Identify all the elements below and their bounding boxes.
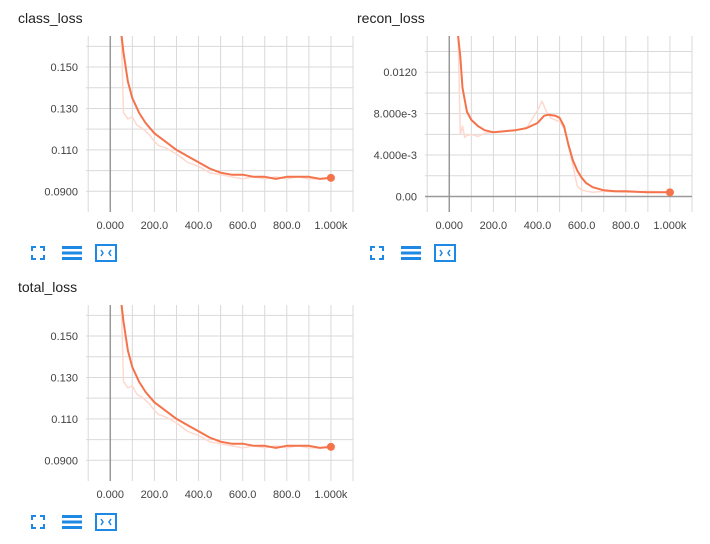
log-scale-icon — [401, 246, 421, 260]
fit-domain-icon — [31, 515, 45, 529]
line-chart-recon-loss[interactable]: 0.00 4.000e-3 8.000e-3 0.0120 0.000 200.0 400.… — [357, 34, 702, 234]
chart-card-total-loss: total_loss 0.0900 0.110 0.130 0.150 0.000 200… — [18, 279, 363, 544]
fit-domain-button[interactable] — [365, 243, 389, 263]
chart-toolbar — [365, 243, 457, 263]
x-tick-label: 200.0 — [141, 489, 169, 501]
last-point-marker — [665, 188, 674, 197]
log-scale-button[interactable] — [399, 243, 423, 263]
fit-domain-icon — [370, 246, 384, 260]
chart-title: recon_loss — [357, 10, 425, 26]
expand-chart-button[interactable] — [94, 512, 118, 532]
y-tick-label: 0.110 — [51, 414, 78, 426]
line-chart-total-loss[interactable]: 0.0900 0.110 0.130 0.150 0.000 200.0 400.0 600.… — [18, 303, 363, 503]
log-scale-button[interactable] — [60, 243, 84, 263]
y-tick-label: 0.150 — [50, 331, 78, 343]
y-tick-label: 0.150 — [50, 62, 78, 74]
chart-toolbar — [26, 243, 118, 263]
fit-domain-button[interactable] — [26, 243, 50, 263]
y-tick-label: 0.130 — [50, 372, 78, 384]
x-tick-label: 800.0 — [273, 220, 301, 232]
expand-chart-button[interactable] — [433, 243, 457, 263]
raw-series-line — [120, 36, 331, 180]
raw-series-line — [457, 36, 670, 194]
chart-toolbar — [26, 512, 118, 532]
x-tick-label: 0.000 — [97, 220, 125, 232]
x-tick-label: 400.0 — [185, 489, 213, 501]
expand-chart-icon — [434, 244, 456, 262]
fit-domain-button[interactable] — [26, 512, 50, 532]
line-chart-class-loss[interactable]: 0.0900 0.110 0.130 0.150 0.000 200.0 400.0 600.… — [18, 34, 363, 234]
raw-series-line — [120, 305, 331, 449]
x-tick-label: 1.000k — [314, 220, 348, 232]
x-tick-label: 0.000 — [436, 220, 464, 232]
x-tick-label: 0.000 — [97, 489, 125, 501]
last-point-marker — [326, 173, 335, 182]
y-tick-label: 0.130 — [50, 103, 78, 115]
chart-title: total_loss — [18, 279, 78, 295]
last-point-marker — [326, 442, 335, 451]
log-scale-button[interactable] — [60, 512, 84, 532]
expand-chart-icon — [95, 513, 117, 531]
x-tick-label: 1.000k — [653, 220, 687, 232]
y-tick-label: 0.110 — [51, 145, 78, 157]
x-tick-label: 200.0 — [141, 220, 169, 232]
x-tick-label: 600.0 — [229, 220, 257, 232]
y-tick-label: 0.0120 — [383, 67, 417, 79]
chart-card-recon-loss: recon_loss 0.00 4.000e-3 8.000e-3 0.0120 0.0… — [357, 10, 702, 275]
y-tick-label: 0.0900 — [44, 186, 78, 198]
y-tick-label: 0.0900 — [44, 455, 78, 467]
y-tick-label: 4.000e-3 — [374, 150, 417, 162]
x-tick-label: 400.0 — [185, 220, 213, 232]
y-tick-label: 0.00 — [396, 191, 417, 203]
expand-chart-icon — [95, 244, 117, 262]
fit-domain-icon — [31, 246, 45, 260]
expand-chart-button[interactable] — [94, 243, 118, 263]
x-tick-label: 400.0 — [524, 220, 552, 232]
x-tick-label: 1.000k — [314, 489, 348, 501]
x-tick-label: 800.0 — [612, 220, 640, 232]
smoothed-series-line — [120, 305, 331, 449]
chart-card-class-loss: class_loss 0.0900 0.110 0.130 0.150 0.000 200… — [18, 10, 363, 275]
x-tick-label: 600.0 — [568, 220, 596, 232]
chart-title: class_loss — [18, 10, 83, 26]
x-tick-label: 200.0 — [480, 220, 508, 232]
y-tick-label: 8.000e-3 — [374, 109, 417, 121]
log-scale-icon — [62, 515, 82, 529]
x-tick-label: 800.0 — [273, 489, 301, 501]
smoothed-series-line — [457, 36, 670, 194]
smoothed-series-line — [120, 36, 331, 180]
log-scale-icon — [62, 246, 82, 260]
x-tick-label: 600.0 — [229, 489, 257, 501]
